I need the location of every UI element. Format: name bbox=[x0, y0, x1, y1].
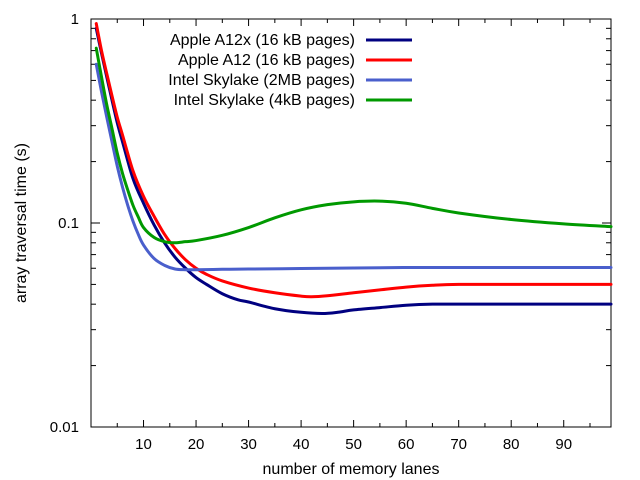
x-tick-label: 10 bbox=[135, 436, 152, 453]
x-axis-title: number of memory lanes bbox=[263, 461, 440, 478]
series-line-1 bbox=[94, 26, 613, 316]
y-tick-label: 1 bbox=[71, 11, 79, 28]
series-layer bbox=[94, 22, 613, 316]
legend: Apple A12x (16 kB pages) Apple A12 (16 kB… bbox=[168, 32, 412, 109]
x-axis: 10 20 30 40 50 60 70 80 90 bbox=[116, 19, 591, 453]
x-tick-label: 80 bbox=[503, 436, 520, 453]
x-tick-label: 30 bbox=[240, 436, 257, 453]
legend-label-3: Intel Skylake (2MB pages) bbox=[168, 72, 355, 89]
legend-label-2: Apple A12 (16 kB pages) bbox=[178, 52, 355, 69]
series-line-3 bbox=[94, 62, 613, 272]
y-axis-title: array traversal time (s) bbox=[13, 143, 30, 303]
y-tick-label: 0.1 bbox=[58, 215, 79, 232]
x-tick-label: 50 bbox=[345, 436, 362, 453]
y-axis: 0.01 0.1 1 bbox=[50, 11, 611, 436]
legend-label-4: Intel Skylake (4kB pages) bbox=[174, 92, 355, 109]
x-tick-label: 40 bbox=[293, 436, 310, 453]
series-line-4 bbox=[94, 46, 613, 245]
x-tick-label: 60 bbox=[398, 436, 415, 453]
legend-label-1: Apple A12x (16 kB pages) bbox=[170, 32, 355, 49]
x-tick-label: 90 bbox=[555, 436, 572, 453]
series-line-2 bbox=[94, 22, 613, 299]
x-tick-label: 20 bbox=[188, 436, 205, 453]
x-tick-label: 70 bbox=[450, 436, 467, 453]
y-tick-label: 0.01 bbox=[50, 419, 79, 436]
